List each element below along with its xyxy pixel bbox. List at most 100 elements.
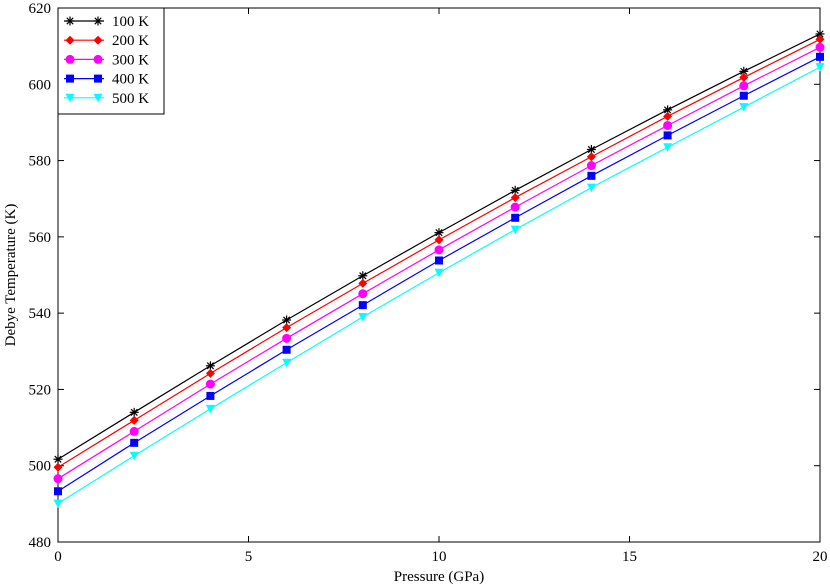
marker-square bbox=[511, 213, 520, 222]
y-tick-label: 540 bbox=[29, 306, 52, 322]
legend-label: 400 K bbox=[112, 72, 149, 88]
marker-triangle-down bbox=[282, 358, 292, 368]
marker-square bbox=[739, 91, 748, 100]
series-line bbox=[57, 66, 821, 504]
marker-square bbox=[66, 74, 74, 83]
series-100-k bbox=[53, 29, 825, 464]
marker-triangle-down bbox=[434, 268, 444, 278]
marker-triangle-down bbox=[663, 143, 673, 152]
marker-star-stroke bbox=[663, 106, 672, 114]
marker-diamond bbox=[93, 35, 103, 45]
marker-diamond bbox=[205, 368, 215, 378]
marker-circle bbox=[739, 81, 749, 91]
x-tick-label: 0 bbox=[54, 549, 62, 565]
series-200-k bbox=[53, 34, 825, 472]
legend-box bbox=[57, 7, 165, 115]
marker-diamond bbox=[65, 35, 75, 45]
marker-star bbox=[205, 361, 215, 371]
marker-square bbox=[282, 345, 291, 354]
marker-star bbox=[65, 16, 75, 26]
legend-label: 300 K bbox=[112, 52, 149, 68]
legend-label: 500 K bbox=[112, 91, 149, 107]
x-tick-label: 5 bbox=[245, 549, 253, 565]
x-tick-label: 20 bbox=[813, 549, 828, 565]
marker-triangle-down bbox=[93, 93, 103, 103]
marker-diamond bbox=[739, 72, 749, 82]
y-tick-label: 580 bbox=[29, 154, 52, 170]
marker-star-stroke bbox=[206, 362, 215, 370]
marker-diamond bbox=[282, 323, 292, 333]
marker-triangle-down bbox=[815, 63, 825, 72]
marker-circle bbox=[205, 379, 215, 389]
marker-square bbox=[130, 438, 139, 447]
marker-circle bbox=[93, 54, 103, 64]
x-axis-label: Pressure (GPa) bbox=[394, 569, 484, 585]
axis-ticks: 0 5 10 15 20 480 500 520 540 560 580 600 620 bbox=[29, 1, 828, 565]
marker-diamond bbox=[586, 152, 596, 162]
legend-entry: 500 K bbox=[64, 91, 149, 107]
marker-star-stroke bbox=[94, 17, 102, 25]
legend-entry: 200 K bbox=[64, 33, 149, 49]
marker-triangle-down bbox=[510, 225, 520, 235]
marker-star-stroke bbox=[54, 455, 62, 463]
y-tick-label: 560 bbox=[29, 230, 52, 246]
y-tick-label: 520 bbox=[29, 382, 52, 398]
marker-star-stroke bbox=[66, 17, 74, 25]
marker-circle bbox=[815, 42, 825, 52]
marker-triangle-down bbox=[739, 103, 749, 112]
marker-diamond bbox=[129, 415, 139, 425]
series-300-k bbox=[53, 42, 825, 484]
marker-star-stroke bbox=[282, 316, 291, 324]
x-tick-label: 10 bbox=[432, 549, 447, 565]
series-500-k bbox=[53, 63, 825, 508]
marker-star-stroke bbox=[740, 67, 748, 75]
marker-square bbox=[663, 131, 672, 140]
legend: 100 K 200 K 300 K 400 K 500 K bbox=[57, 7, 165, 115]
marker-diamond bbox=[663, 111, 673, 121]
marker-circle bbox=[434, 245, 444, 255]
marker-square bbox=[587, 171, 596, 180]
legend-entry: 100 K bbox=[64, 14, 149, 30]
y-axis-label: Debye Temperature (K) bbox=[3, 204, 19, 347]
marker-star bbox=[282, 315, 292, 325]
marker-star-stroke bbox=[816, 30, 824, 38]
series-400-k bbox=[54, 52, 824, 496]
marker-triangle-down bbox=[53, 499, 63, 508]
marker-star-stroke bbox=[359, 272, 367, 280]
marker-star bbox=[739, 66, 749, 76]
marker-square bbox=[358, 301, 367, 310]
marker-triangle-down bbox=[129, 451, 139, 461]
marker-star bbox=[53, 454, 63, 464]
marker-circle bbox=[282, 333, 292, 343]
marker-triangle-down bbox=[205, 404, 215, 414]
marker-triangle-down bbox=[586, 183, 596, 193]
marker-square bbox=[435, 256, 443, 265]
marker-triangle-down bbox=[65, 93, 75, 103]
marker-star bbox=[358, 271, 368, 281]
marker-star-stroke bbox=[587, 145, 596, 154]
marker-star bbox=[93, 16, 103, 26]
marker-circle bbox=[663, 120, 673, 130]
marker-diamond bbox=[53, 462, 63, 472]
legend-label: 100 K bbox=[112, 14, 149, 30]
marker-circle bbox=[586, 161, 596, 171]
marker-circle bbox=[53, 474, 63, 484]
y-tick-label: 620 bbox=[29, 1, 52, 17]
legend-entry: 400 K bbox=[64, 72, 149, 88]
marker-diamond bbox=[358, 278, 368, 288]
marker-circle bbox=[129, 426, 139, 436]
marker-star-stroke bbox=[130, 408, 138, 416]
y-tick-label: 500 bbox=[29, 459, 52, 475]
marker-circle bbox=[510, 202, 520, 212]
marker-triangle-down bbox=[358, 312, 368, 322]
marker-star-stroke bbox=[435, 229, 443, 237]
marker-diamond bbox=[815, 34, 825, 44]
x-tick-label: 15 bbox=[622, 549, 637, 565]
marker-diamond bbox=[434, 235, 444, 245]
marker-circle bbox=[358, 289, 368, 299]
marker-diamond bbox=[510, 193, 520, 203]
marker-star bbox=[129, 407, 139, 417]
legend-entry: 300 K bbox=[64, 52, 149, 68]
y-tick-label: 480 bbox=[29, 535, 52, 551]
